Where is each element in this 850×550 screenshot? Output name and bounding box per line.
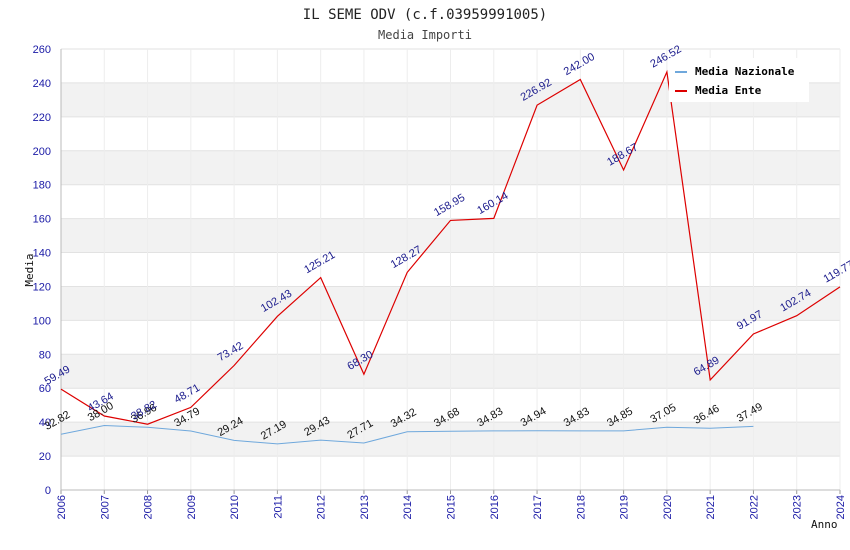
legend-box [669,58,809,102]
x-tick-label: 2015 [446,495,458,519]
x-tick-label: 2011 [272,495,284,519]
y-tick-label: 200 [33,146,51,158]
data-label-media-ente: 158.95 [432,192,467,219]
x-tick-label: 2017 [532,495,544,519]
x-tick-label: 2016 [489,495,501,519]
data-label-media-ente: 242.00 [562,51,597,78]
x-tick-label: 2023 [792,495,804,519]
x-tick-label: 2020 [662,495,674,519]
series-line-media-nazionale [60,424,754,445]
y-tick-label: 260 [33,44,51,56]
y-tick-label: 20 [39,451,51,463]
data-label-media-ente: 160.14 [475,190,510,217]
x-tick-label: 2021 [705,495,717,519]
x-tick-label: 2010 [229,495,241,519]
y-axis-label: Media [23,253,36,286]
x-tick-label: 2022 [748,495,760,519]
series-lines [60,69,841,445]
chart-subtitle: Media Importi [378,28,472,42]
chart-title: IL SEME ODV (c.f.03959991005) [303,7,547,23]
data-label-media-nazionale: 37.49 [735,401,765,425]
y-tick-label: 120 [33,281,51,293]
y-tick-label: 220 [33,112,51,124]
x-tick-label: 2009 [186,495,198,519]
legend: Media Nazionale Media Ente [669,58,809,102]
legend-label-media-nazionale: Media Nazionale [695,65,795,78]
x-tick-label: 2024 [835,495,847,519]
data-label-media-ente: 119.77 [822,259,850,286]
y-tick-label: 100 [33,315,51,327]
y-tick-label: 180 [33,180,51,192]
y-tick-label: 0 [45,485,51,497]
x-tick-label: 2018 [575,495,587,519]
y-tick-label: 40 [39,417,51,429]
y-tick-labels: 0 20 40 60 80 100 120 140 160 180 200 220 240 260 [33,44,51,497]
y-tick-label: 160 [33,214,51,226]
data-label-media-ente: 125.21 [302,249,337,276]
x-axis-label: Anno [811,518,838,531]
y-tick-label: 140 [33,248,51,260]
x-tick-label: 2019 [619,495,631,519]
x-tick-label: 2014 [402,495,414,519]
y-tick-label: 80 [39,349,51,361]
x-tick-label: 2012 [316,495,328,519]
y-tick-label: 240 [33,78,51,90]
y-tick-label: 60 [39,383,51,395]
x-tick-label: 2007 [99,495,111,519]
x-tick-label: 2008 [143,495,155,519]
x-tick-label: 2013 [359,495,371,519]
series-line-media-ente [60,69,841,425]
x-tick-labels: 2006 2007 2008 2009 2010 2011 2012 2013 2014 2015… [56,495,847,519]
legend-label-media-ente: Media Ente [695,84,762,97]
grid-lines [60,48,841,491]
axes [60,49,841,494]
x-tick-label: 2006 [56,495,68,519]
